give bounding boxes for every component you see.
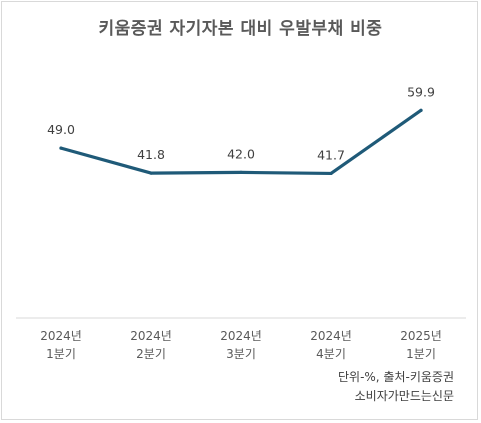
x-tick-label: 1분기 <box>406 347 436 361</box>
chart-title: 키움증권 자기자본 대비 우발부채 비중 <box>98 19 383 39</box>
x-tick-label: 2024년 <box>40 329 82 343</box>
x-tick-label: 3분기 <box>226 347 256 361</box>
data-point <box>59 146 63 150</box>
x-tick-label: 4분기 <box>316 347 346 361</box>
x-tick-label: 2024년 <box>130 329 172 343</box>
data-label: 49.0 <box>47 122 75 137</box>
data-label: 41.7 <box>317 147 345 162</box>
unit-source-note: 단위-%, 출처-키움증권 <box>337 370 454 384</box>
data-label: 42.0 <box>227 146 255 161</box>
x-tick-label: 2024년 <box>220 329 262 343</box>
credit-note: 소비자가만드는신문 <box>354 389 454 403</box>
x-tick-label: 2024년 <box>310 329 352 343</box>
series-line <box>59 108 423 176</box>
data-label: 41.8 <box>137 147 165 162</box>
data-point <box>329 171 333 176</box>
data-point <box>239 170 243 174</box>
x-tick-label: 2025년 <box>400 329 442 343</box>
x-tick-label: 2분기 <box>136 347 166 361</box>
data-label: 59.9 <box>407 84 435 99</box>
x-tick-label: 1분기 <box>46 347 76 361</box>
data-point <box>419 108 423 112</box>
data-point <box>149 171 153 175</box>
